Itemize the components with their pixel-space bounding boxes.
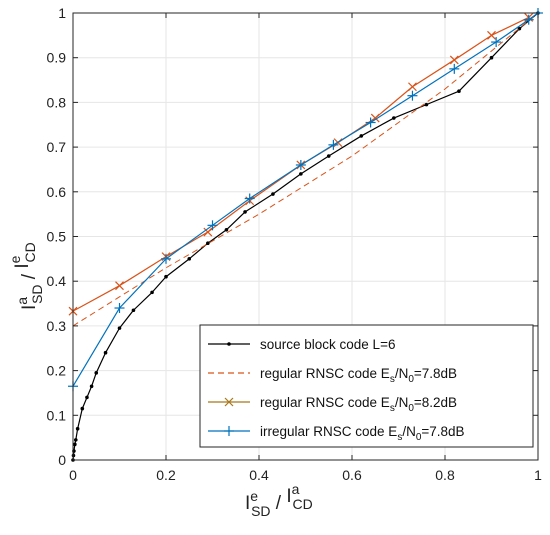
data-point: [224, 426, 234, 436]
data-point: [187, 257, 192, 261]
y-tick-label: 0.9: [47, 50, 67, 66]
y-axis-label: IaSD / IeCD: [7, 242, 45, 310]
y-axis-label-superscript: e: [7, 255, 23, 263]
legend-label: regular RNSC code Es/N0=8.2dB: [260, 395, 457, 414]
x-tick-label: 0: [69, 467, 77, 483]
y-tick-label: 0: [58, 452, 66, 468]
y-axis-label-subscript: CD: [22, 242, 38, 262]
y-tick-label: 0.2: [47, 363, 67, 379]
x-axis-label: Ie SD / Ia CD: [245, 481, 313, 519]
data-point: [115, 281, 124, 291]
data-point: [359, 134, 364, 138]
data-point: [271, 192, 275, 196]
data-point: [328, 139, 339, 150]
data-point: [299, 172, 303, 176]
y-axis-label-text: I: [12, 263, 33, 268]
data-point: [94, 371, 99, 375]
data-point: [73, 442, 77, 447]
data-point: [103, 350, 108, 355]
x-tick-label: 1: [534, 467, 542, 483]
series-4: [68, 8, 543, 392]
series-line: [72, 12, 539, 327]
data-point: [224, 227, 229, 232]
x-axis-label-superscript: e: [250, 488, 258, 504]
data-point: [295, 159, 306, 170]
data-point: [523, 14, 534, 25]
data-point: [243, 210, 247, 214]
y-axis-label-subscript: SD: [29, 284, 45, 303]
x-axis-label-text: /: [271, 493, 287, 514]
data-point: [161, 253, 171, 264]
data-point: [244, 193, 255, 204]
data-point: [75, 426, 80, 431]
legend-label: source block code L=6: [260, 337, 395, 352]
data-point: [449, 55, 459, 65]
x-axis-label-subscript: SD: [251, 503, 270, 519]
data-point: [487, 30, 496, 40]
x-tick-label: 0.8: [435, 467, 455, 483]
x-tick-label: 0.4: [249, 467, 269, 483]
data-point: [449, 63, 460, 74]
legend-label: regular RNSC code Es/N0=7.8dB: [260, 366, 457, 385]
data-point: [224, 397, 234, 407]
axes-box: [72, 12, 539, 461]
y-tick-label: 0.5: [47, 229, 67, 245]
y-tick-label: 0.6: [47, 184, 67, 200]
legend-entry: regular RNSC code Es/N0=7.8dB: [208, 366, 457, 385]
x-axis-label-text: I: [286, 486, 291, 507]
y-tick-label: 1: [58, 5, 66, 21]
data-point: [207, 220, 218, 231]
data-point: [117, 326, 122, 330]
y-tick-label: 0.1: [47, 407, 67, 423]
data-point: [489, 55, 494, 60]
data-point: [85, 395, 89, 400]
data-point: [424, 102, 429, 107]
legend: source block code L=6 regular RNSC code E…: [199, 324, 534, 448]
data-point: [114, 303, 125, 314]
y-axis-label-text: I: [19, 305, 40, 310]
data-point: [392, 116, 396, 120]
legend-entry: regular RNSC code Es/N0=8.2dB: [208, 395, 457, 414]
data-point: [457, 89, 461, 94]
data-point: [227, 342, 231, 346]
legend-entry: irregular RNSC code Es/N0=7.8dB: [208, 424, 465, 443]
x-tick-label: 0.2: [156, 467, 176, 483]
legend-label: irregular RNSC code Es/N0=7.8dB: [260, 424, 465, 443]
tick-labels: 0 0.2 0.4 0.6 0.8 1 0 0.1 0.2 0.3 0.4 0.5 0.6 0.7 0.8 0…: [47, 5, 543, 483]
data-point: [164, 274, 168, 279]
data-point: [150, 290, 154, 295]
y-tick-label: 0.8: [47, 94, 67, 110]
data-point: [203, 227, 213, 237]
data-point: [491, 37, 502, 48]
axes: [72, 12, 539, 461]
x-axis-label-subscript: CD: [292, 496, 312, 512]
data-point: [80, 406, 85, 411]
data-point: [407, 90, 418, 101]
x-axis-label-superscript: a: [292, 481, 300, 497]
data-point: [326, 154, 331, 158]
y-axis-label-text: /: [19, 269, 40, 285]
legend-entry: source block code L=6: [208, 337, 395, 352]
x-axis-label-text: I: [245, 493, 250, 514]
x-tick-label: 0.6: [342, 467, 362, 483]
series-2: [72, 12, 539, 327]
data-point: [206, 241, 210, 246]
data-point: [365, 117, 376, 128]
y-axis-label-superscript: a: [14, 297, 30, 305]
data-point: [73, 438, 78, 442]
y-tick-label: 0.7: [47, 139, 67, 155]
data-point: [408, 82, 417, 92]
y-tick-label: 0.3: [47, 318, 67, 334]
data-point: [131, 308, 136, 313]
data-point: [89, 384, 94, 389]
y-tick-label: 0.4: [47, 273, 67, 289]
legend-box: [199, 324, 534, 448]
